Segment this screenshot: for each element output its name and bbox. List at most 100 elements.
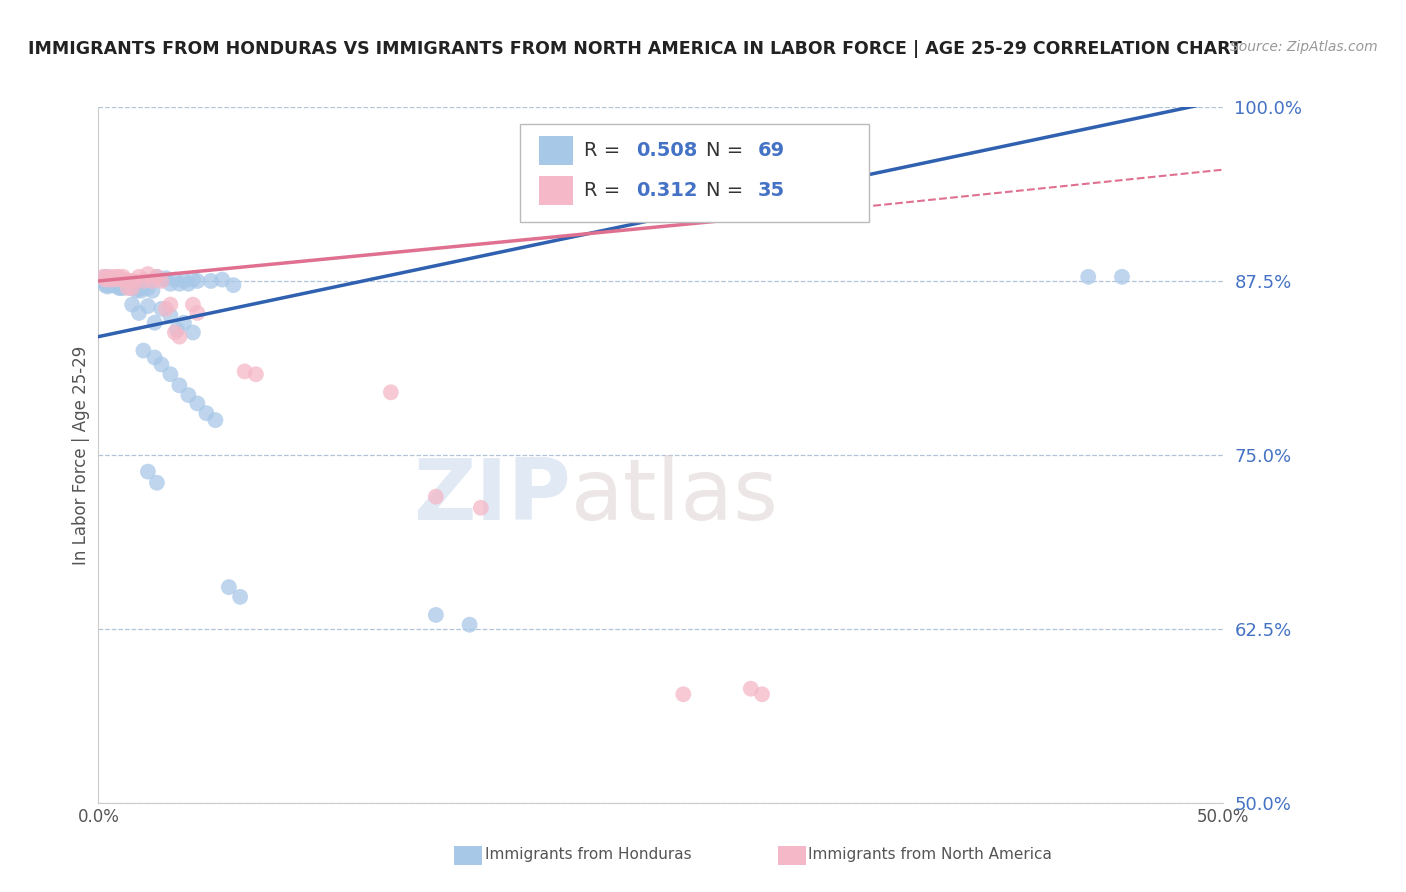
Point xyxy=(94,278,117,293)
Point xyxy=(173,316,195,330)
Point xyxy=(135,274,157,288)
Point xyxy=(211,272,233,286)
Text: Immigrants from North America: Immigrants from North America xyxy=(808,847,1052,862)
Point xyxy=(91,274,114,288)
Point xyxy=(105,272,128,286)
Point xyxy=(94,269,117,284)
Point xyxy=(425,490,447,504)
Point xyxy=(169,378,191,392)
Point xyxy=(159,309,181,323)
Y-axis label: In Labor Force | Age 25-29: In Labor Force | Age 25-29 xyxy=(72,345,90,565)
Point xyxy=(233,364,256,378)
Point xyxy=(146,269,169,284)
Point xyxy=(740,681,762,696)
Point xyxy=(110,274,132,288)
Point xyxy=(195,406,218,420)
Point xyxy=(121,278,143,293)
Point xyxy=(132,274,155,288)
Point xyxy=(163,272,186,286)
Point xyxy=(200,274,222,288)
Point xyxy=(181,298,204,312)
Point xyxy=(159,298,181,312)
Point xyxy=(218,580,240,594)
Point xyxy=(128,281,150,295)
Point xyxy=(146,269,169,284)
Point xyxy=(169,277,191,291)
Point xyxy=(150,301,173,316)
Text: R =: R = xyxy=(585,141,627,160)
Point xyxy=(380,385,402,400)
Point xyxy=(121,298,143,312)
Point xyxy=(107,281,129,295)
Point xyxy=(103,278,125,293)
Point xyxy=(177,388,200,402)
Point xyxy=(105,278,128,293)
Point xyxy=(110,281,132,295)
Point xyxy=(141,274,163,288)
Text: N =: N = xyxy=(706,141,742,160)
Point xyxy=(105,269,128,284)
Point xyxy=(186,274,208,288)
Point xyxy=(136,299,159,313)
Point xyxy=(132,343,155,358)
Point xyxy=(1111,269,1133,284)
Text: 35: 35 xyxy=(758,181,785,200)
Point xyxy=(125,284,148,298)
Point xyxy=(128,269,150,284)
Point xyxy=(117,281,139,295)
Point xyxy=(98,278,121,293)
Point xyxy=(112,274,135,288)
Point xyxy=(107,274,129,288)
Point xyxy=(118,274,141,288)
Point xyxy=(155,271,177,285)
Text: 69: 69 xyxy=(758,141,785,160)
Point xyxy=(672,687,695,701)
Text: 0.508: 0.508 xyxy=(636,141,697,160)
Point xyxy=(177,277,200,291)
Point xyxy=(425,607,447,622)
Point xyxy=(128,306,150,320)
Point xyxy=(222,278,245,293)
Point xyxy=(107,269,129,284)
Point xyxy=(229,590,252,604)
Point xyxy=(94,272,117,286)
Point xyxy=(150,358,173,372)
Point xyxy=(110,272,132,286)
Point xyxy=(204,413,226,427)
Point xyxy=(136,465,159,479)
Point xyxy=(96,269,118,284)
Point xyxy=(159,368,181,382)
Point xyxy=(143,351,166,365)
Point xyxy=(470,500,492,515)
Point xyxy=(186,306,208,320)
Point xyxy=(751,687,773,701)
Point xyxy=(112,269,135,284)
Text: ZIP: ZIP xyxy=(413,455,571,538)
Point xyxy=(114,272,136,286)
Point xyxy=(98,272,121,286)
Point xyxy=(114,277,136,291)
Text: Source: ZipAtlas.com: Source: ZipAtlas.com xyxy=(1230,40,1378,54)
Text: 0.312: 0.312 xyxy=(636,181,697,200)
Point xyxy=(101,278,124,293)
Point xyxy=(112,281,135,295)
Point xyxy=(1077,269,1099,284)
Point xyxy=(103,272,125,286)
Point xyxy=(159,277,181,291)
Point xyxy=(166,323,188,337)
Point xyxy=(101,269,124,284)
Point xyxy=(163,326,186,340)
FancyBboxPatch shape xyxy=(520,124,869,222)
Point xyxy=(146,475,169,490)
Point xyxy=(129,284,152,298)
Point xyxy=(117,278,139,293)
Point xyxy=(155,301,177,316)
Point xyxy=(186,396,208,410)
Point xyxy=(143,316,166,330)
Point xyxy=(121,281,143,295)
Text: IMMIGRANTS FROM HONDURAS VS IMMIGRANTS FROM NORTH AMERICA IN LABOR FORCE | AGE 2: IMMIGRANTS FROM HONDURAS VS IMMIGRANTS F… xyxy=(28,40,1241,58)
Point xyxy=(132,281,155,295)
Point xyxy=(103,272,125,286)
Point xyxy=(101,272,124,286)
Point xyxy=(98,272,121,286)
